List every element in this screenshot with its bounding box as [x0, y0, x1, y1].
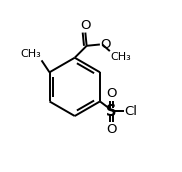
Text: CH₃: CH₃ [110, 52, 131, 62]
Text: O: O [80, 19, 91, 31]
Text: Cl: Cl [125, 105, 138, 118]
Text: O: O [100, 38, 111, 51]
Text: CH₃: CH₃ [20, 49, 41, 59]
Text: S: S [106, 104, 116, 119]
Text: O: O [106, 87, 117, 100]
Text: O: O [106, 123, 117, 136]
